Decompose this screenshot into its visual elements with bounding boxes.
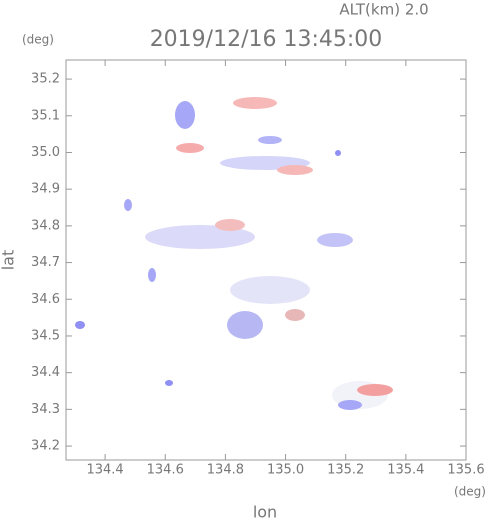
echo-patches (75, 97, 393, 410)
x-tick-label: 134.4 (86, 463, 123, 478)
y-tick-label: 35.1 (31, 108, 60, 123)
plot-frame (65, 59, 467, 461)
x-axis-label: lon (253, 503, 277, 521)
y-axis-label: lat (0, 250, 18, 271)
y-tick-label: 35.0 (31, 145, 60, 160)
chart-title: 2019/12/16 13:45:00 (150, 27, 383, 52)
y-tick-label: 35.2 (31, 72, 60, 87)
x-tick-label: 134.6 (147, 463, 184, 478)
y-tick-label: 34.8 (31, 218, 60, 233)
y-tick-label: 34.7 (31, 255, 60, 270)
x-tick-label: 135.6 (447, 463, 484, 478)
y-tick-label: 34.3 (31, 402, 60, 417)
x-tick-label: 135.2 (327, 463, 364, 478)
y-tick-label: 34.2 (31, 439, 60, 454)
y-tick-label: 34.4 (31, 365, 60, 380)
altitude-label: ALT(km) 2.0 (339, 1, 428, 19)
x-tick-label: 135.4 (387, 463, 424, 478)
y-tick-label: 34.6 (31, 292, 60, 307)
y-tick-label: 34.5 (31, 328, 60, 343)
x-tick-label: 134.8 (207, 463, 244, 478)
x-tick-label: 135.0 (267, 463, 304, 478)
x-unit: (deg) (454, 485, 486, 499)
y-unit: (deg) (22, 33, 54, 47)
y-tick-label: 34.9 (31, 182, 60, 197)
